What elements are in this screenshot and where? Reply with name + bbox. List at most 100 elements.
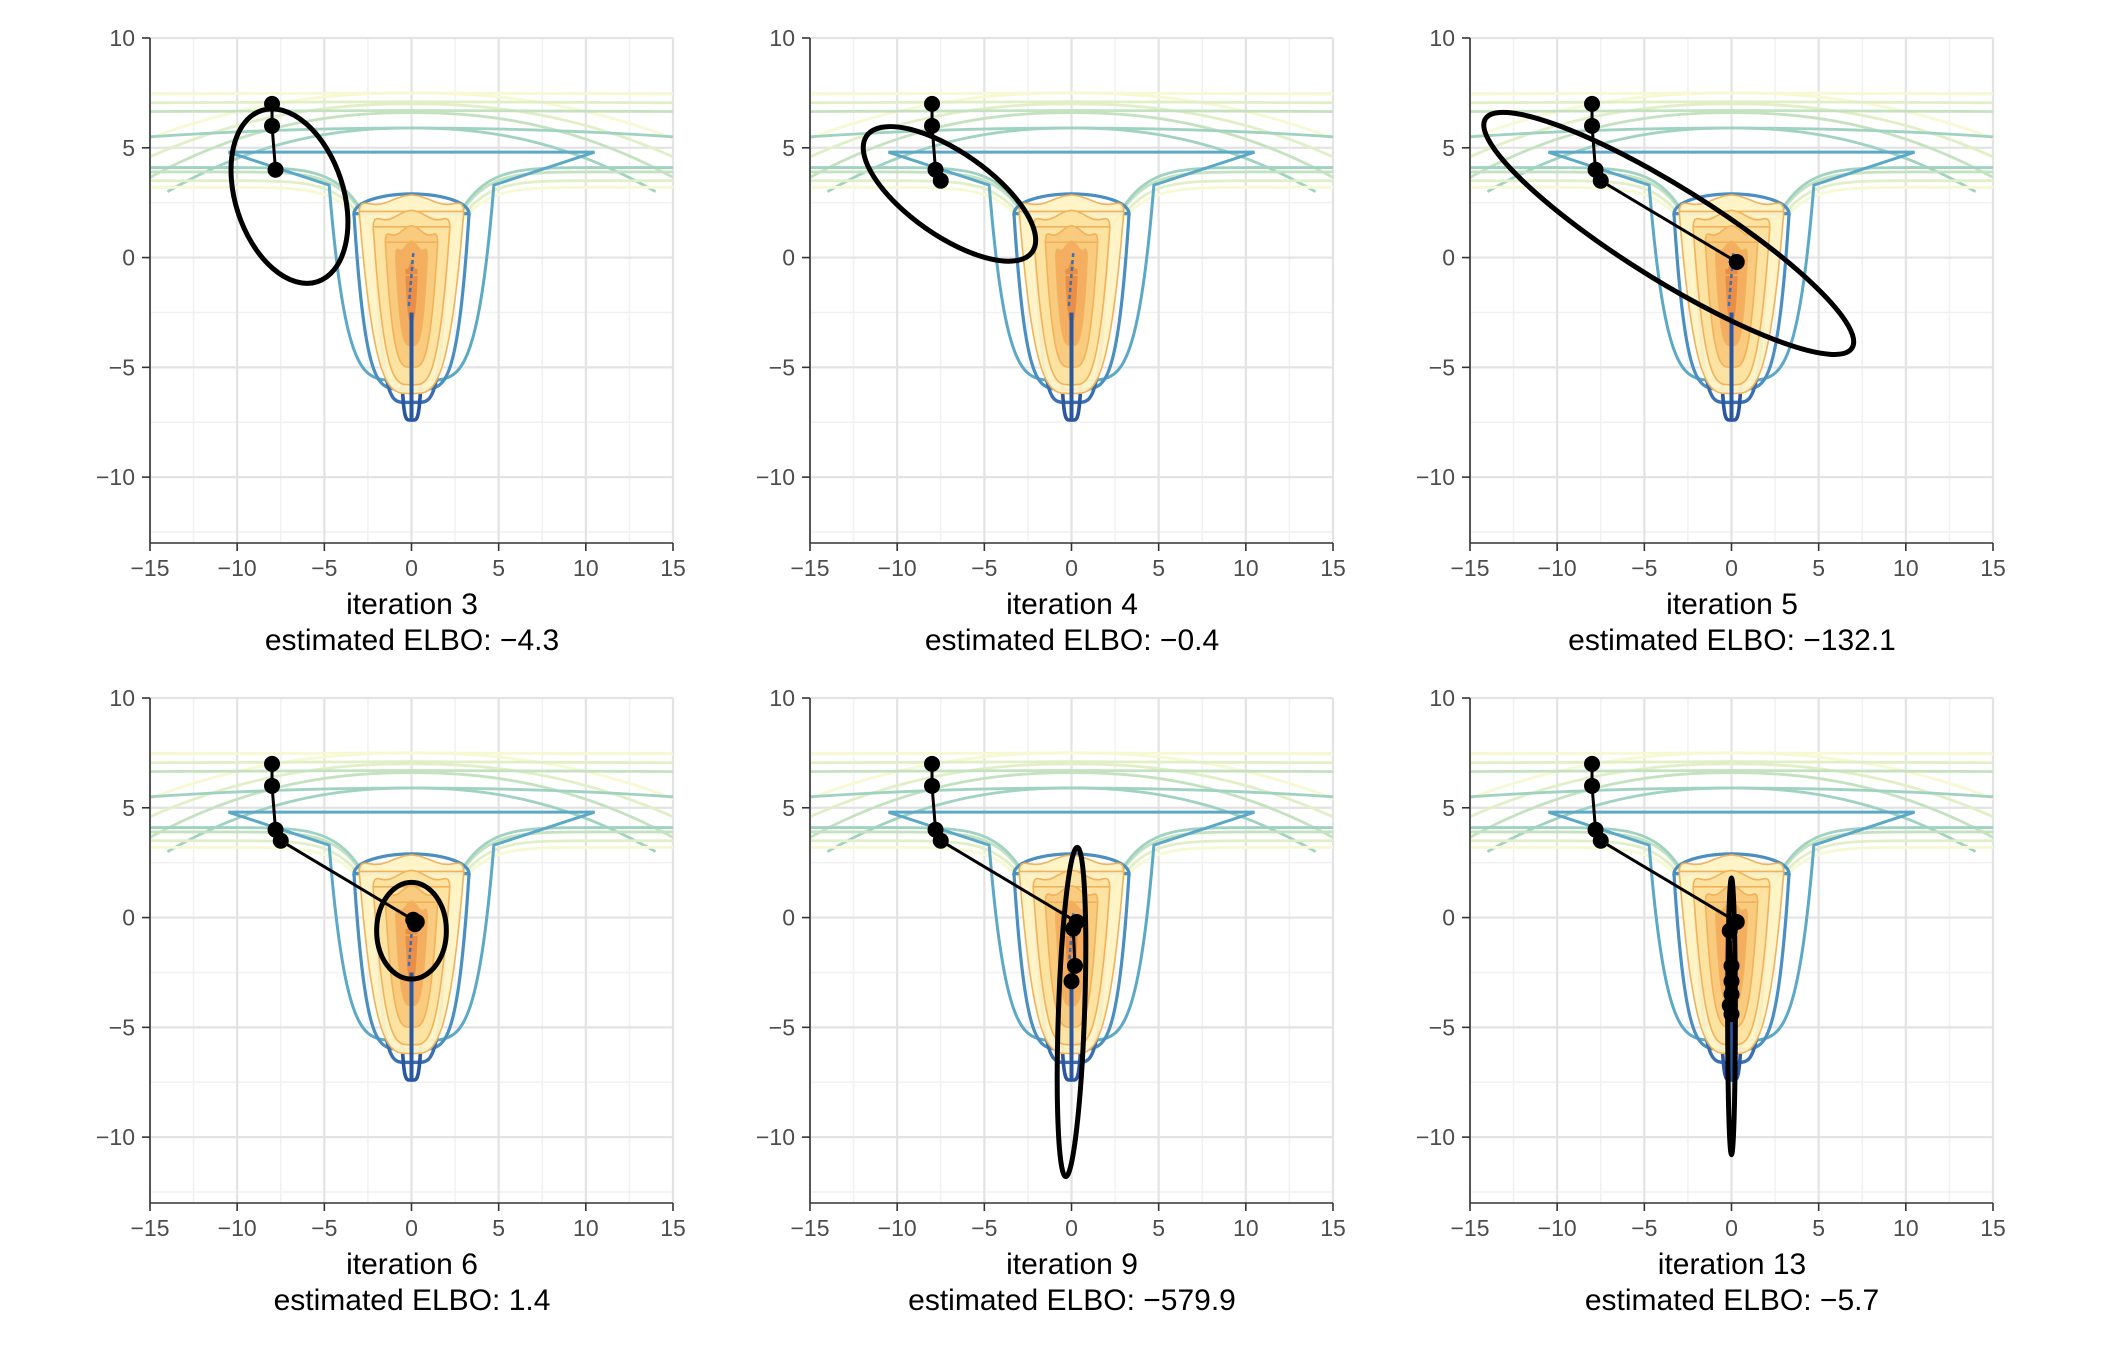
panel-elbo: estimated ELBO: −0.4 bbox=[925, 624, 1219, 657]
contour-line bbox=[150, 102, 673, 159]
path-point bbox=[264, 755, 281, 772]
contour-line bbox=[887, 150, 1256, 383]
path-point bbox=[1721, 922, 1738, 939]
contour-line bbox=[810, 751, 1333, 756]
x-tick-label: 10 bbox=[573, 555, 599, 581]
contour-line bbox=[1470, 109, 1993, 113]
variational-ellipse-group bbox=[228, 106, 351, 286]
x-tick-label: 10 bbox=[573, 1215, 599, 1241]
contour-line bbox=[1547, 810, 1916, 1043]
contour-line bbox=[1470, 760, 1993, 765]
y-tick-label: −5 bbox=[1429, 1014, 1455, 1040]
x-tick-label: 15 bbox=[1320, 555, 1346, 581]
x-tick-label: 5 bbox=[492, 555, 505, 581]
contour-line bbox=[150, 762, 673, 819]
y-tick-label: −10 bbox=[756, 1124, 795, 1150]
contour-line bbox=[810, 91, 1333, 96]
path-point bbox=[924, 117, 941, 134]
x-tick-label: 15 bbox=[1320, 1215, 1346, 1241]
contour-line bbox=[227, 810, 596, 1043]
path-point bbox=[1723, 1006, 1740, 1023]
optimization-path bbox=[270, 103, 278, 170]
x-tick-label: 5 bbox=[1152, 1215, 1165, 1241]
x-tick-label: 10 bbox=[1233, 1215, 1259, 1241]
path-point bbox=[1584, 95, 1601, 112]
path-point bbox=[1723, 973, 1740, 990]
y-tick-label: 5 bbox=[782, 795, 795, 821]
x-tick-label: −10 bbox=[218, 555, 257, 581]
panel-iteration-4: −15 −10 −5 0 5 10 15 −10 −5 0 5 10 iteration 4 esti… bbox=[756, 25, 1346, 657]
y-tick-label: −10 bbox=[96, 1124, 135, 1150]
density-contours bbox=[810, 751, 1333, 1082]
contour-line bbox=[150, 111, 673, 180]
contour-line bbox=[150, 91, 673, 96]
y-tick-label: 0 bbox=[782, 245, 795, 271]
y-tick-label: −10 bbox=[1416, 464, 1455, 490]
variational-ellipse-group bbox=[1054, 844, 1089, 1180]
x-tick-label: −15 bbox=[130, 555, 169, 581]
path-point bbox=[1063, 973, 1080, 990]
path-point bbox=[924, 777, 941, 794]
density-contours bbox=[150, 91, 673, 422]
x-tick-label: 0 bbox=[1065, 555, 1078, 581]
panel-elbo: estimated ELBO: −4.3 bbox=[265, 624, 559, 657]
path-point bbox=[1065, 920, 1082, 937]
contour-line bbox=[1470, 769, 1993, 773]
x-tick-label: −15 bbox=[130, 1215, 169, 1241]
density-spike bbox=[407, 253, 415, 306]
contour-line bbox=[150, 751, 673, 756]
variational-ellipse-group bbox=[860, 124, 1039, 264]
x-tick-label: −5 bbox=[971, 555, 997, 581]
path-point bbox=[267, 161, 284, 178]
path-point bbox=[1066, 957, 1083, 974]
path-point bbox=[264, 777, 281, 794]
density-contours bbox=[810, 91, 1333, 422]
x-tick-label: −5 bbox=[311, 1215, 337, 1241]
contour-line bbox=[1547, 150, 1916, 383]
x-tick-label: −10 bbox=[878, 1215, 917, 1241]
panel-elbo: estimated ELBO: 1.4 bbox=[274, 1284, 551, 1317]
contour-line bbox=[1470, 102, 1993, 159]
y-tick-label: 10 bbox=[109, 25, 135, 51]
x-tick-label: −10 bbox=[1538, 1215, 1577, 1241]
x-tick-label: −5 bbox=[1631, 1215, 1657, 1241]
x-tick-label: 15 bbox=[660, 1215, 686, 1241]
y-tick-label: 5 bbox=[122, 795, 135, 821]
contour-line bbox=[150, 100, 673, 105]
x-tick-label: −15 bbox=[790, 1215, 829, 1241]
x-tick-label: 10 bbox=[1893, 555, 1919, 581]
variational-ellipse bbox=[1481, 109, 1857, 357]
path-point bbox=[1723, 957, 1740, 974]
path-point bbox=[272, 832, 289, 849]
x-tick-label: −10 bbox=[878, 555, 917, 581]
variational-ellipse bbox=[228, 106, 351, 286]
contour-line bbox=[810, 786, 1333, 799]
panel-iteration-3: −15 −10 −5 0 5 10 15 −10 −5 0 5 10 iteration 3 esti… bbox=[96, 25, 686, 657]
variational-ellipse bbox=[374, 879, 449, 982]
path-point bbox=[264, 95, 281, 112]
x-tick-label: 15 bbox=[1980, 1215, 2006, 1241]
x-tick-label: −10 bbox=[1538, 555, 1577, 581]
x-tick-label: 0 bbox=[405, 1215, 418, 1241]
x-tick-label: 5 bbox=[1152, 555, 1165, 581]
y-tick-label: −5 bbox=[769, 1014, 795, 1040]
contour-line bbox=[1470, 100, 1993, 105]
contour-line bbox=[227, 150, 596, 383]
x-tick-label: 0 bbox=[1725, 555, 1738, 581]
path-point bbox=[1592, 832, 1609, 849]
panel-title: iteration 3 bbox=[346, 588, 478, 621]
x-tick-label: −5 bbox=[311, 555, 337, 581]
y-tick-label: 0 bbox=[122, 905, 135, 931]
panel-title: iteration 4 bbox=[1006, 588, 1138, 621]
panel-elbo: estimated ELBO: −579.9 bbox=[908, 1284, 1236, 1317]
y-tick-label: 5 bbox=[1442, 795, 1455, 821]
variational-ellipse bbox=[860, 124, 1039, 264]
panel-iteration-5: −15 −10 −5 0 5 10 15 −10 −5 0 5 10 iteration 5 esti… bbox=[1416, 25, 2006, 657]
variational-ellipse-group bbox=[374, 879, 449, 982]
path-point bbox=[1592, 172, 1609, 189]
contour-line bbox=[810, 760, 1333, 765]
contour-line bbox=[150, 760, 673, 765]
contour-line bbox=[1470, 762, 1993, 819]
contour-line bbox=[810, 769, 1333, 773]
y-tick-label: 10 bbox=[109, 685, 135, 711]
